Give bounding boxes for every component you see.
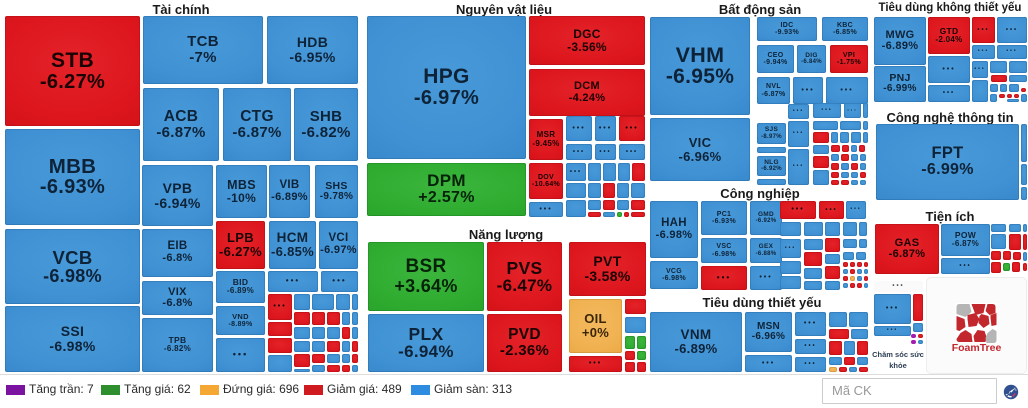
svg-text:FoamTree: FoamTree xyxy=(952,342,1002,354)
